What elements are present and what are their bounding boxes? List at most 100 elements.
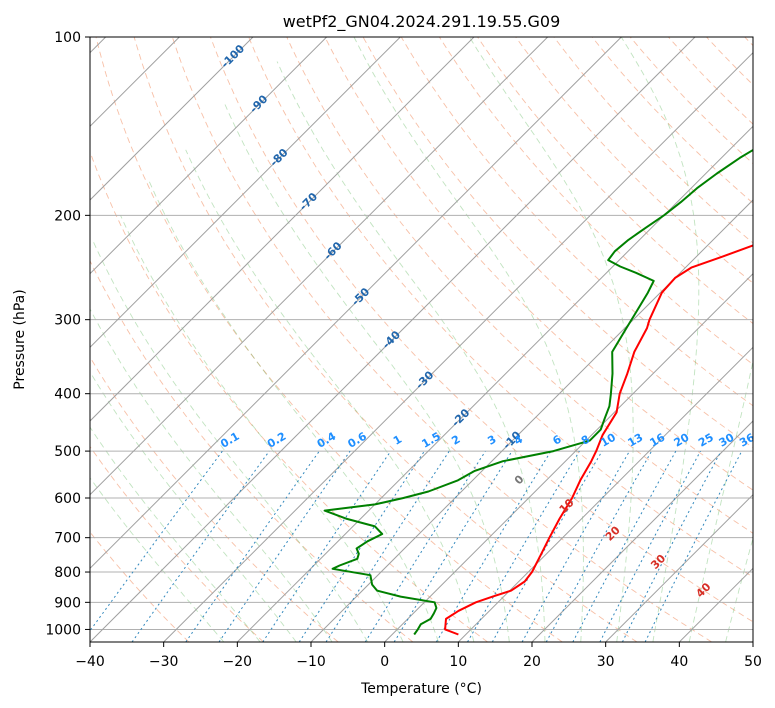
x-tick-label: 30 — [597, 654, 615, 670]
dry-adiabat — [553, 37, 753, 244]
mixing-ratio-line — [218, 450, 351, 642]
y-tick-label: 800 — [54, 565, 81, 581]
y-tick-label: 700 — [54, 531, 81, 547]
moist-adiabat — [620, 37, 700, 642]
lapse-label: 40 — [693, 580, 713, 600]
y-tick-label: 100 — [54, 30, 81, 46]
y-axis-label: Pressure (hPa) — [12, 289, 28, 389]
isotherm — [90, 37, 475, 422]
isotherm — [457, 346, 753, 642]
dry-adiabat — [133, 37, 638, 642]
x-tick-label: 0 — [380, 654, 389, 670]
moist-adiabat — [469, 37, 634, 642]
temperature-profile — [444, 244, 753, 636]
x-tick-label: −10 — [296, 654, 326, 670]
mixing-ratio-line — [644, 450, 743, 642]
isotherm — [90, 37, 328, 275]
plot-area: -100-90-80-70-60-50-40-30-20-100.1 0.2 0.4… — [90, 37, 757, 642]
dry-adiabat — [90, 259, 414, 642]
x-tick-label: 50 — [744, 654, 762, 670]
mixing-ratio-label: 16 — [647, 431, 667, 450]
dry-adiabat — [324, 37, 753, 491]
dry-adiabat — [629, 37, 753, 165]
dry-adiabat — [668, 37, 753, 125]
dry-adiabat — [90, 445, 264, 642]
mixing-ratio-lines — [90, 450, 743, 642]
mixing-ratio-label: 10 — [598, 431, 618, 450]
y-tick-label: 1000 — [45, 622, 81, 638]
dry-adiabat — [439, 37, 753, 365]
dry-adiabat — [210, 37, 753, 623]
x-tick-label: 40 — [670, 654, 688, 670]
y-tick-label: 400 — [54, 387, 81, 403]
mixing-ratio-label: 1 — [391, 433, 404, 448]
mixing-ratio-label: 0.4 — [315, 429, 339, 450]
mixing-ratio-line — [262, 450, 392, 642]
dry-adiabat — [706, 37, 753, 86]
mixing-ratio-line — [90, 450, 223, 632]
x-tick-label: 10 — [449, 654, 467, 670]
dry-adiabat — [362, 37, 753, 449]
x-tick-label: −40 — [75, 654, 105, 670]
moist-adiabat — [276, 61, 546, 642]
y-tick-label: 500 — [54, 444, 81, 460]
x-tick-label: −30 — [149, 654, 179, 670]
mixing-ratio-line — [325, 450, 450, 642]
lapse-label: 20 — [603, 523, 623, 543]
mixing-ratio-label: 0.6 — [345, 429, 369, 450]
dry-adiabat — [95, 37, 563, 642]
mixing-ratio-label: 13 — [625, 431, 645, 450]
dewpoint-profile — [323, 148, 753, 636]
moist-adiabats — [90, 37, 753, 642]
isotherm — [90, 37, 696, 642]
mixing-ratio-label: 6 — [551, 432, 564, 447]
moist-adiabat — [725, 536, 753, 642]
isotherm — [531, 420, 753, 642]
mixing-ratio-line — [185, 450, 320, 642]
isotherm — [90, 37, 254, 201]
dry-adiabat — [90, 356, 339, 642]
isotherm — [90, 37, 549, 496]
plot-frame — [89, 36, 754, 643]
profile-series — [323, 148, 753, 636]
isotherm — [236, 125, 753, 642]
mixing-ratio-line — [435, 450, 552, 642]
moist-adiabat — [90, 308, 333, 642]
isotherm — [605, 493, 753, 642]
mixing-ratio-label: 20 — [672, 431, 692, 450]
mixing-ratio-label: 25 — [696, 431, 716, 450]
mixing-ratio-line — [491, 450, 603, 642]
moist-adiabat — [90, 477, 225, 642]
mixing-ratio-label: 36 — [737, 431, 757, 450]
moist-adiabat — [120, 215, 404, 642]
mixing-ratio-line — [364, 450, 486, 642]
lapse-label: 10 — [557, 496, 577, 516]
y-tick-label: 200 — [54, 208, 81, 224]
lapse-label: 0 — [512, 472, 527, 487]
isotherm — [90, 37, 622, 570]
y-tick-label: 600 — [54, 491, 81, 507]
mixing-ratio-line — [621, 450, 722, 642]
mixing-ratio-line — [599, 450, 701, 642]
mixing-ratio-line — [545, 450, 653, 642]
mixing-ratio-label: 2 — [449, 433, 462, 448]
mixing-ratio-line — [131, 450, 270, 642]
isotherm — [163, 51, 753, 642]
isotherm — [310, 199, 753, 642]
y-tick-label: 300 — [54, 313, 81, 329]
moist-adiabat — [224, 104, 510, 642]
isotherm — [678, 567, 753, 642]
isotherm — [752, 641, 753, 642]
dry-adiabat — [90, 531, 190, 642]
mixing-ratio-line — [572, 450, 677, 642]
dry-adiabat — [400, 37, 753, 407]
chart-title: wetPf2_GN04.2024.291.19.55.G09 — [283, 12, 561, 32]
moist-adiabat — [90, 370, 297, 642]
mixing-ratio-line — [467, 450, 580, 642]
moist-adiabat — [92, 239, 369, 642]
dry-adiabat — [90, 150, 488, 642]
moist-adiabat — [185, 149, 475, 642]
x-axis-label: Temperature (°C) — [360, 681, 482, 697]
y-axis-ticks: 100 200 300 400 500 600 700 800 900 1000 — [45, 30, 90, 638]
